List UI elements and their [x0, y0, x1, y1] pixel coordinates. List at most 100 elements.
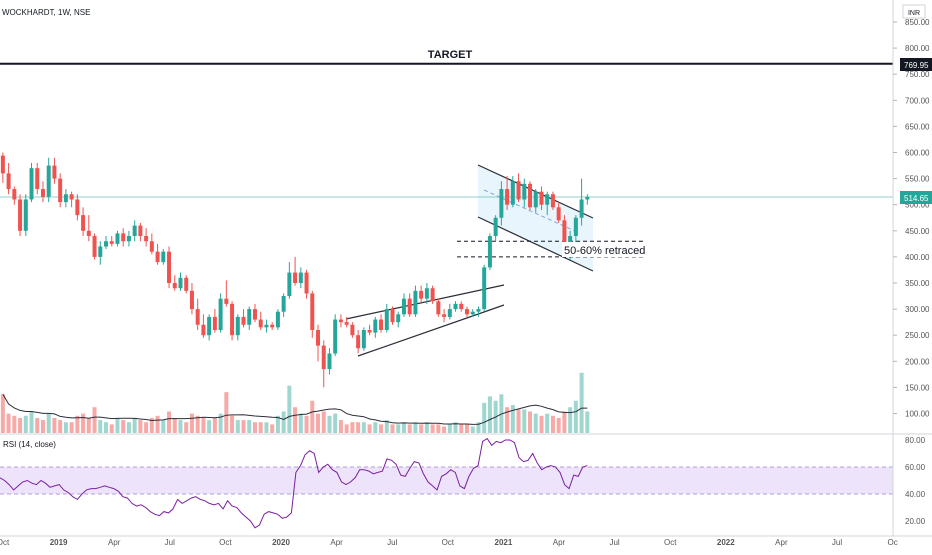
volume-bar	[29, 411, 34, 433]
volume-bar	[447, 424, 452, 433]
candle-body	[585, 196, 590, 200]
time-tick-label: 2019	[50, 538, 68, 547]
rsi-line	[0, 437, 588, 529]
volume-bar	[35, 417, 40, 433]
candle-body	[52, 165, 57, 179]
candle-body	[144, 236, 149, 242]
volume-bar	[258, 422, 263, 433]
volume-bar	[75, 415, 80, 433]
candle-body	[505, 189, 510, 205]
candle-body	[40, 189, 45, 197]
candle-body	[23, 199, 28, 231]
volume-bar	[470, 426, 475, 433]
volume-bar	[344, 424, 349, 433]
candle-body	[470, 311, 475, 315]
candle-body	[230, 303, 235, 336]
volume-bar	[212, 417, 217, 433]
volume-bar	[573, 400, 578, 433]
candle-body	[121, 233, 126, 242]
volume-bar	[333, 413, 338, 433]
candle-body	[92, 236, 97, 257]
volume-bar	[568, 407, 573, 433]
volume-bar	[149, 417, 154, 433]
volume-bar	[189, 413, 194, 433]
time-tick-label: Oct	[664, 538, 677, 547]
volume-bar	[115, 417, 120, 433]
candle-body	[178, 277, 183, 289]
volume-bar	[161, 420, 166, 433]
volume-bar	[316, 413, 321, 433]
volume-bar	[528, 411, 533, 433]
volume-bars	[0, 372, 590, 433]
candle-body	[510, 181, 515, 205]
candle-body	[401, 298, 406, 315]
candle-body	[75, 199, 80, 216]
volume-bar	[12, 415, 17, 433]
candle-body	[35, 168, 40, 190]
candle-body	[69, 194, 74, 200]
time-tick-label: Oct	[442, 538, 455, 547]
currency-box[interactable]	[902, 4, 926, 19]
candle-body	[184, 277, 189, 291]
candle-body	[459, 303, 464, 310]
volume-bar	[550, 415, 555, 433]
volume-bar	[298, 413, 303, 433]
rsi-tick-label: 40.00	[905, 490, 926, 499]
candle-body	[436, 301, 441, 315]
volume-bar	[98, 420, 103, 433]
volume-bar	[241, 420, 246, 433]
candle-body	[482, 267, 487, 310]
time-axis[interactable]: Oct 2019 Apr Jul Oct 2020 Apr Jul Oct 2021 Apr Jul O…	[0, 538, 898, 547]
wedge-lower-line	[357, 304, 505, 357]
candle-body	[252, 309, 257, 320]
time-tick-label: Oct	[219, 538, 232, 547]
volume-bar	[121, 420, 126, 433]
volume-bar	[275, 415, 280, 433]
candle-body	[235, 316, 240, 336]
volume-bar	[81, 413, 86, 433]
last-price-badge	[900, 191, 932, 204]
price-tick-label: 750.00	[905, 70, 930, 79]
volume-bar	[338, 420, 343, 433]
candle-body	[338, 319, 343, 323]
last-price-badge-text: 514.65	[904, 194, 929, 203]
candle-body	[367, 329, 372, 333]
candle-body	[281, 296, 286, 312]
volume-bar	[247, 420, 252, 433]
candle-body	[453, 303, 458, 310]
time-tick-label: 2020	[272, 538, 290, 547]
volume-bar	[545, 413, 550, 433]
candle-body	[241, 316, 246, 325]
price-axis[interactable]: 850.00 800.00 750.00 700.00 650.00 600.00 550.…	[893, 18, 930, 419]
annotation-background	[562, 242, 647, 257]
volume-bar	[46, 413, 51, 433]
price-tick-label: 650.00	[905, 122, 930, 131]
volume-bar	[539, 415, 544, 433]
price-tick-label: 800.00	[905, 44, 930, 53]
volume-bar	[104, 422, 109, 433]
volume-moving-average-line	[2, 394, 588, 425]
volume-bar	[138, 420, 143, 433]
candle-body	[516, 181, 521, 200]
volume-bar	[390, 424, 395, 433]
rsi-axis[interactable]: 80.00 60.00 40.00 20.00	[905, 436, 926, 526]
rsi-tick-label: 80.00	[905, 436, 926, 445]
volume-bar	[579, 372, 584, 433]
candle-body	[419, 290, 424, 299]
volume-bar	[562, 411, 567, 433]
volume-bar	[23, 415, 28, 433]
volume-bar	[350, 422, 355, 433]
rsi-tick-label: 20.00	[905, 517, 926, 526]
candle-body	[6, 173, 11, 190]
candle-body	[270, 324, 275, 328]
volume-bar	[132, 417, 137, 433]
candle-body	[258, 319, 263, 328]
time-tick-label: 2022	[717, 538, 735, 547]
volume-bar	[184, 422, 189, 433]
candle-body	[424, 288, 429, 299]
volume-bar	[86, 417, 91, 433]
volume-bar	[310, 400, 315, 433]
volume-bar	[235, 420, 240, 433]
time-tick-label: Apr	[330, 538, 343, 547]
